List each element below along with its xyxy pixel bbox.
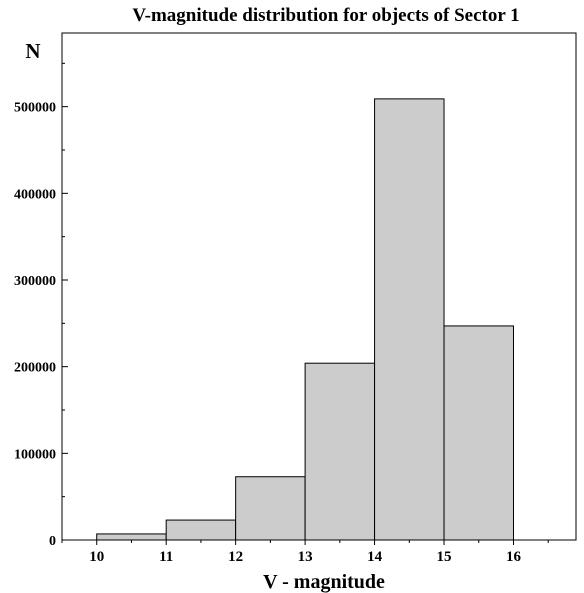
y-tick-label: 0 [49,534,56,549]
bar-12-13 [235,476,306,541]
x-ticks-group: 10 11 12 13 14 15 16 [61,540,549,565]
y-tick-label: 500000 [14,101,56,116]
x-tick-label: 16 [506,549,522,565]
plot-frame [61,32,577,541]
y-tick-label: 100000 [14,447,56,462]
y-tick-label: 200000 [14,361,56,376]
x-tick-label: 14 [367,549,383,565]
y-tick-label: 300000 [14,274,56,289]
y-tick-label: 400000 [14,187,56,202]
x-tick-label: 13 [298,549,313,565]
bar-14-15 [374,98,445,541]
y-ticks-group: 0 100000 200000 300000 400000 500000 [14,62,68,549]
y-axis-label: N [25,39,40,63]
bar-11-12 [165,519,237,541]
x-tick-label: 12 [228,549,243,565]
bar-15-16 [443,325,514,541]
bar-10-11 [96,533,167,541]
axes-group [61,32,577,541]
x-tick-label: 11 [159,549,173,565]
x-tick-label: 15 [437,549,452,565]
bars-group [96,98,514,541]
x-tick-label: 10 [89,549,104,565]
chart-title: V-magnitude distribution for objects of … [132,5,519,26]
x-axis-label: V - magnitude [263,571,385,593]
bar-13-14 [304,362,376,541]
